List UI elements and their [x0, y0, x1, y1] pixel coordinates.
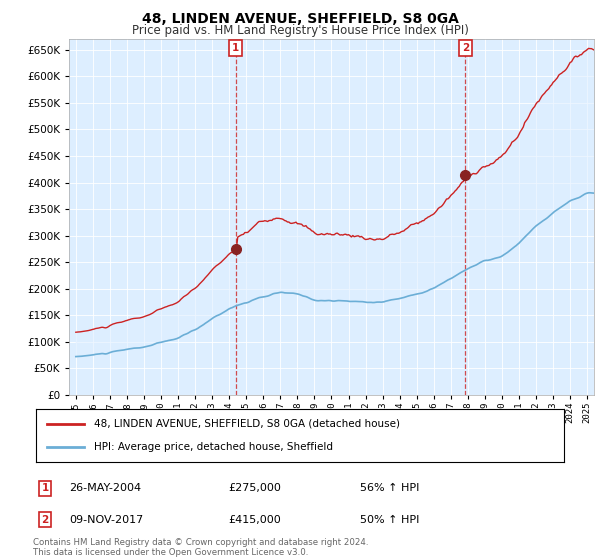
- Text: £415,000: £415,000: [228, 515, 281, 525]
- Text: 09-NOV-2017: 09-NOV-2017: [69, 515, 143, 525]
- Text: 2: 2: [462, 43, 469, 53]
- Text: 50% ↑ HPI: 50% ↑ HPI: [360, 515, 419, 525]
- Text: HPI: Average price, detached house, Sheffield: HPI: Average price, detached house, Shef…: [94, 442, 333, 452]
- Text: 48, LINDEN AVENUE, SHEFFIELD, S8 0GA: 48, LINDEN AVENUE, SHEFFIELD, S8 0GA: [142, 12, 458, 26]
- Text: 48, LINDEN AVENUE, SHEFFIELD, S8 0GA (detached house): 48, LINDEN AVENUE, SHEFFIELD, S8 0GA (de…: [94, 419, 400, 429]
- Text: 2: 2: [41, 515, 49, 525]
- Text: £275,000: £275,000: [228, 483, 281, 493]
- Text: Price paid vs. HM Land Registry's House Price Index (HPI): Price paid vs. HM Land Registry's House …: [131, 24, 469, 36]
- Text: 1: 1: [232, 43, 239, 53]
- Text: 26-MAY-2004: 26-MAY-2004: [69, 483, 141, 493]
- Text: 1: 1: [41, 483, 49, 493]
- Text: 56% ↑ HPI: 56% ↑ HPI: [360, 483, 419, 493]
- Text: Contains HM Land Registry data © Crown copyright and database right 2024.
This d: Contains HM Land Registry data © Crown c…: [33, 538, 368, 557]
